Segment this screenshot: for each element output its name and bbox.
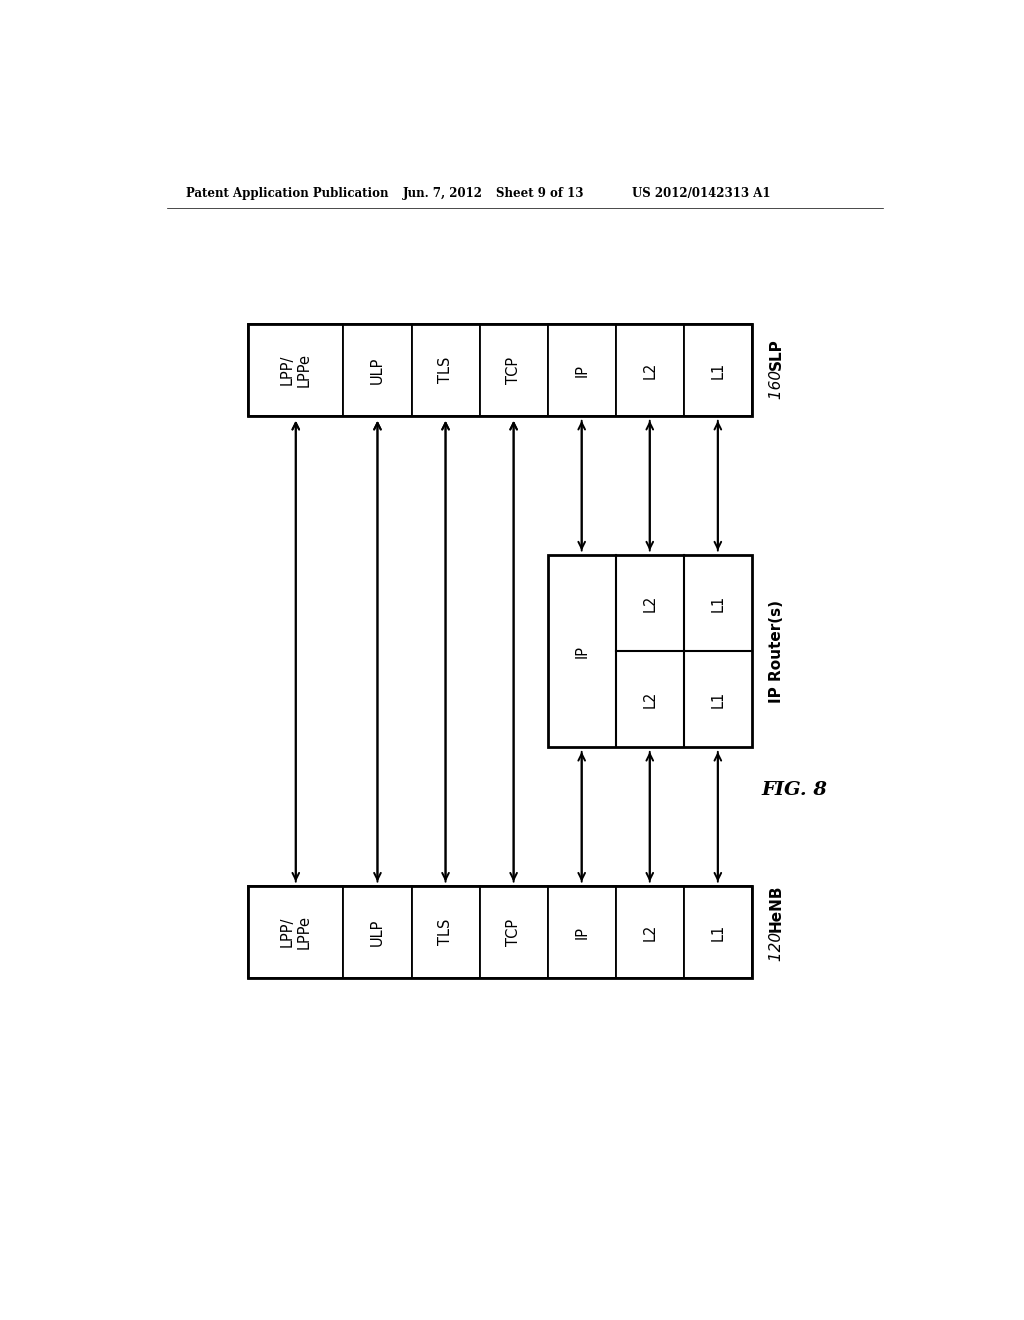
Text: US 2012/0142313 A1: US 2012/0142313 A1 <box>632 186 770 199</box>
Text: SLP: SLP <box>769 338 784 370</box>
Text: TLS: TLS <box>438 356 453 383</box>
Text: L1: L1 <box>711 362 725 379</box>
Bar <box>479 323 548 416</box>
Text: Patent Application Publication: Patent Application Publication <box>186 186 389 199</box>
Bar <box>248 323 343 416</box>
Bar <box>248 886 343 978</box>
Text: L2: L2 <box>642 594 657 611</box>
Text: IP: IP <box>574 644 589 657</box>
Bar <box>684 323 752 416</box>
Text: Sheet 9 of 13: Sheet 9 of 13 <box>496 186 584 199</box>
Text: 120: 120 <box>769 932 784 966</box>
Text: IP: IP <box>574 363 589 376</box>
Bar <box>615 323 684 416</box>
Bar <box>548 554 752 747</box>
Text: L2: L2 <box>642 690 657 708</box>
Text: 160: 160 <box>769 370 784 404</box>
Bar <box>248 323 752 416</box>
Text: LPP/
LPPe: LPP/ LPPe <box>280 354 312 387</box>
Text: L2: L2 <box>642 362 657 379</box>
Text: LPP/
LPPe: LPP/ LPPe <box>280 915 312 949</box>
Text: ULP: ULP <box>370 919 385 946</box>
Text: L2: L2 <box>642 924 657 941</box>
Bar <box>343 886 412 978</box>
Bar <box>548 886 615 978</box>
Bar <box>248 886 752 978</box>
Bar <box>684 886 752 978</box>
Text: HeNB: HeNB <box>769 884 784 932</box>
Bar <box>343 323 412 416</box>
Bar <box>479 886 548 978</box>
Text: TCP: TCP <box>506 919 521 946</box>
Text: FIG. 8: FIG. 8 <box>762 781 827 799</box>
Bar <box>548 323 615 416</box>
Bar <box>412 886 479 978</box>
Text: IP Router(s): IP Router(s) <box>769 599 784 702</box>
Bar <box>615 886 684 978</box>
Bar <box>412 323 479 416</box>
Text: ULP: ULP <box>370 356 385 384</box>
Text: IP: IP <box>574 925 589 939</box>
Text: TCP: TCP <box>506 356 521 384</box>
Text: L1: L1 <box>711 594 725 611</box>
Text: Jun. 7, 2012: Jun. 7, 2012 <box>403 186 483 199</box>
Text: L1: L1 <box>711 924 725 941</box>
Text: TLS: TLS <box>438 919 453 945</box>
Text: L1: L1 <box>711 690 725 708</box>
